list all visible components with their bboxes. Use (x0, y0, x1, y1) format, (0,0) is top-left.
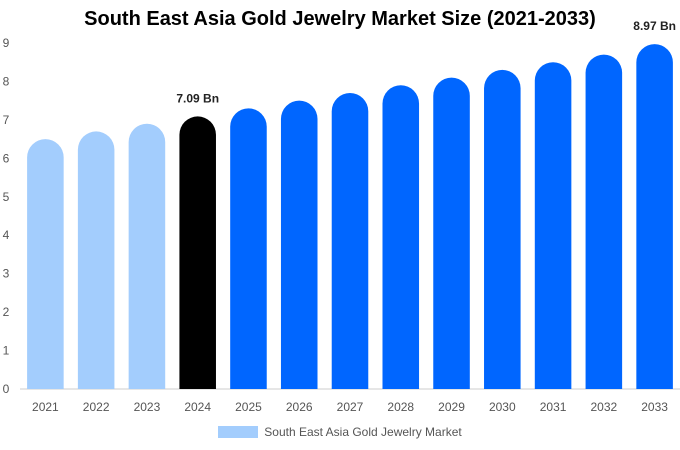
legend-label: South East Asia Gold Jewelry Market (264, 425, 462, 439)
data-label-2033: 8.97 Bn (633, 19, 676, 33)
x-tick-label: 2032 (590, 400, 617, 414)
y-tick-label: 8 (3, 74, 10, 88)
bar-2026 (280, 100, 318, 389)
x-axis: 2021 2022 2023 2024 2025 2026 2027 2028 2029 2030… (32, 400, 668, 414)
bar-2025 (230, 108, 267, 389)
x-tick-label: 2025 (235, 400, 262, 414)
x-tick-label: 2026 (286, 400, 313, 414)
x-tick-label: 2031 (540, 400, 567, 414)
bar-2031 (534, 62, 572, 389)
y-tick-label: 0 (3, 382, 10, 396)
y-tick-label: 5 (3, 190, 10, 204)
x-tick-label: 2033 (641, 400, 668, 414)
y-tick-label: 6 (3, 151, 10, 165)
chart-title: South East Asia Gold Jewelry Market Size… (84, 8, 596, 30)
bar-2032 (585, 54, 623, 390)
x-tick-label: 2030 (489, 400, 516, 414)
legend: South East Asia Gold Jewelry Market (0, 425, 680, 439)
x-tick-label: 2022 (83, 400, 110, 414)
bar-2023 (128, 123, 166, 389)
bar-2022 (77, 131, 115, 389)
x-tick-label: 2029 (438, 400, 465, 414)
bar-2021 (27, 139, 64, 389)
y-tick-label: 1 (3, 344, 10, 358)
x-tick-label: 2027 (337, 400, 364, 414)
bars (27, 44, 673, 390)
bar-2028 (382, 85, 420, 390)
legend-swatch (218, 426, 259, 438)
y-tick-label: 3 (3, 267, 10, 281)
bar-2029 (433, 77, 470, 390)
y-tick-label: 4 (3, 228, 10, 242)
y-tick-label: 9 (3, 36, 10, 50)
bar-2030 (484, 69, 521, 389)
bar-2024 (179, 116, 216, 389)
y-tick-label: 2 (3, 305, 10, 319)
x-tick-label: 2021 (32, 400, 59, 414)
bar-2033 (636, 44, 673, 389)
data-label-2024: 7.09 Bn (176, 91, 219, 105)
x-tick-label: 2028 (387, 400, 414, 414)
x-tick-label: 2024 (184, 400, 211, 414)
x-tick-label: 2023 (134, 400, 161, 414)
bar-2027 (331, 93, 369, 389)
y-tick-label: 7 (3, 113, 10, 127)
data-labels: 7.09 Bn 8.97 Bn (176, 19, 676, 105)
